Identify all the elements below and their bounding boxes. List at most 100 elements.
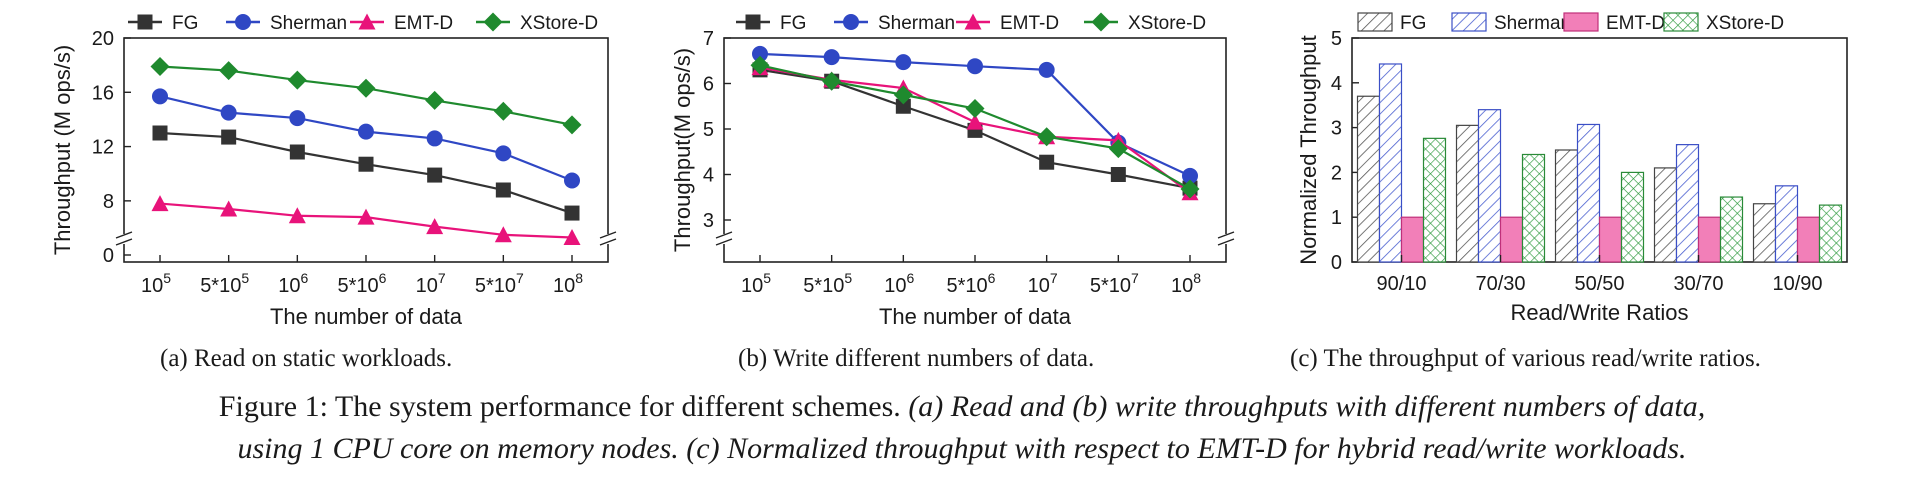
legend-marker-EMT-D xyxy=(358,13,376,30)
legend-marker-Sherman xyxy=(843,14,859,30)
bar-EMT-D-30-70 xyxy=(1697,216,1722,263)
x-tick-label: 108 xyxy=(553,270,583,297)
y-break-gap xyxy=(116,234,132,244)
data-point-XStore-D xyxy=(150,57,170,76)
bar-XStore-D-30-70 xyxy=(1719,196,1744,263)
data-point-XStore-D xyxy=(750,55,770,75)
y-tick-label: 4 xyxy=(1331,73,1342,95)
y-tick-label: 12 xyxy=(92,137,114,159)
x-tick-label: 5*106 xyxy=(338,270,387,297)
bar-XStore-D-90-10 xyxy=(1422,137,1447,263)
data-point-Sherman xyxy=(823,49,840,66)
bar-FG-70-30 xyxy=(1455,124,1480,263)
legend-label-Sherman: Sherman xyxy=(878,13,955,34)
y-tick-label: 6 xyxy=(703,74,714,96)
data-point-FG xyxy=(358,156,374,172)
y-axis-label: Throughput(M ops/s) xyxy=(670,48,695,252)
legend-swatch-FG xyxy=(1357,12,1393,32)
y-break-gap xyxy=(1218,234,1234,244)
legend-marker-XStore-D xyxy=(1091,12,1111,32)
legend-swatch-EMT-D xyxy=(1563,12,1599,32)
x-tick-label: 10/90 xyxy=(1772,273,1822,295)
data-point-EMT-D xyxy=(357,208,375,225)
y-break-mark xyxy=(115,231,133,239)
data-point-XStore-D xyxy=(1037,127,1057,147)
bar-Sherman-30-70 xyxy=(1675,144,1700,263)
y-tick-label: 7 xyxy=(703,28,714,50)
x-axis-label: The number of data xyxy=(879,304,1072,329)
data-point-EMT-D xyxy=(220,200,238,217)
legend-label-Sherman: Sherman xyxy=(270,13,347,34)
chart-read-static: 0 8 12 16 20 105 5*105 106 5*106 107 5*107 108 The n… xyxy=(50,12,617,329)
data-point-FG xyxy=(221,129,237,145)
x-tick-label: 108 xyxy=(1171,270,1201,297)
x-tick-label: 105 xyxy=(741,270,771,297)
y-tick-label: 5 xyxy=(1331,28,1342,50)
y-break-gap xyxy=(716,234,732,244)
x-tick-label: 107 xyxy=(1028,270,1058,297)
data-point-Sherman xyxy=(495,145,512,162)
data-point-FG xyxy=(495,182,511,198)
bar-XStore-D-50-50 xyxy=(1620,171,1645,263)
data-point-XStore-D xyxy=(219,61,239,81)
data-point-XStore-D xyxy=(965,99,985,119)
bar-Sherman-10-90 xyxy=(1774,185,1799,263)
x-tick-label: 5*106 xyxy=(947,270,996,297)
legend-marker-FG xyxy=(137,14,153,30)
y-break-mark xyxy=(599,238,617,246)
series-line-FG xyxy=(159,131,573,215)
bar-XStore-D-70-30 xyxy=(1521,153,1546,263)
legend-label-FG: FG xyxy=(780,13,806,34)
y-break-mark xyxy=(1217,238,1235,246)
bar-XStore-D-10-90 xyxy=(1818,204,1843,263)
y-axis-label: Normalized Throughput xyxy=(1296,35,1321,265)
bar-FG-50-50 xyxy=(1554,149,1579,263)
data-point-Sherman xyxy=(752,45,768,62)
x-tick-label: 107 xyxy=(416,270,446,297)
data-point-XStore-D xyxy=(356,78,376,98)
legend-marker-EMT-D xyxy=(964,13,982,30)
data-point-EMT-D xyxy=(494,226,512,243)
bar-Sherman-70-30 xyxy=(1477,109,1502,263)
x-tick-label: 90/10 xyxy=(1376,273,1426,295)
x-tick-label: 106 xyxy=(884,270,914,297)
x-tick-label: 70/30 xyxy=(1475,273,1525,295)
chart-read-write-ratios: 0 1 2 3 4 5 90/10 70/30 50/50 30/70 10/90 Read/Writ… xyxy=(1296,12,1848,325)
data-point-Sherman xyxy=(895,54,912,71)
data-point-XStore-D xyxy=(893,85,913,105)
y-break-mark xyxy=(1217,231,1235,239)
subcaption-a: (a) Read on static workloads. xyxy=(160,345,453,372)
data-point-XStore-D xyxy=(287,70,307,90)
data-point-FG xyxy=(152,125,168,141)
data-point-EMT-D xyxy=(151,195,169,212)
data-point-EMT-D xyxy=(966,113,984,130)
legend-label-EMT-D: EMT-D xyxy=(1606,13,1665,34)
bar-FG-10-90 xyxy=(1752,203,1777,263)
data-point-XStore-D xyxy=(562,115,582,135)
bar-Sherman-90-10 xyxy=(1378,63,1403,263)
legend-label-XStore-D: XStore-D xyxy=(1128,13,1206,34)
subcaption-b: (b) Write different numbers of data. xyxy=(738,345,1095,372)
data-point-Sherman xyxy=(152,88,168,105)
data-point-EMT-D xyxy=(563,229,581,245)
subcaption-c: (c) The throughput of various read/write… xyxy=(1290,345,1761,372)
x-tick-label: 5*105 xyxy=(803,270,852,297)
legend-label-FG: FG xyxy=(172,13,198,34)
y-axis-label: Throughput (M ops/s) xyxy=(50,45,75,255)
bar-EMT-D-70-30 xyxy=(1499,216,1524,263)
x-tick-label: 5*107 xyxy=(475,270,524,297)
y-tick-label: 2 xyxy=(1331,162,1342,184)
data-point-Sherman xyxy=(1038,61,1055,78)
y-tick-label: 20 xyxy=(92,28,114,50)
data-point-FG xyxy=(895,98,911,114)
data-point-FG xyxy=(1110,167,1126,182)
x-tick-label: 106 xyxy=(278,270,308,297)
y-break-mark xyxy=(715,231,733,239)
data-point-XStore-D xyxy=(822,71,842,91)
y-tick-label: 3 xyxy=(1331,118,1342,140)
figure-caption-line-2: using 1 CPU core on memory nodes. (c) No… xyxy=(0,432,1924,466)
y-break-mark xyxy=(599,231,617,239)
data-point-Sherman xyxy=(564,172,580,189)
chart-write-numbers: 3 4 5 6 7 105 5*105 106 5*106 107 5*107 108 The numb… xyxy=(670,12,1235,329)
